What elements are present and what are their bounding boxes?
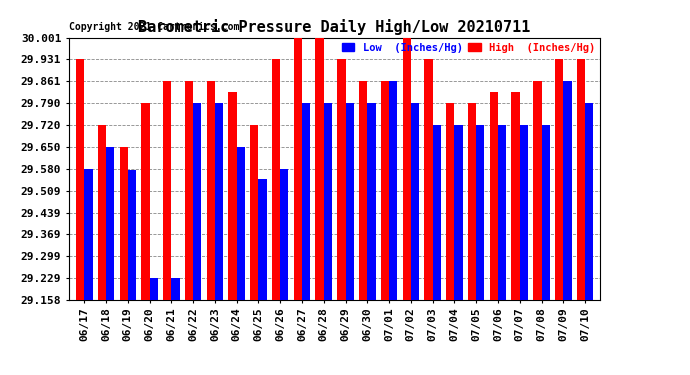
Legend: Low  (Inches/Hg), High  (Inches/Hg): Low (Inches/Hg), High (Inches/Hg): [342, 43, 595, 53]
Bar: [555, 59, 563, 300]
Bar: [381, 81, 389, 300]
Bar: [106, 147, 115, 300]
Bar: [315, 38, 324, 300]
Bar: [228, 92, 237, 300]
Bar: [498, 125, 506, 300]
Bar: [563, 81, 571, 300]
Bar: [141, 103, 150, 300]
Bar: [542, 125, 550, 300]
Bar: [520, 125, 528, 300]
Bar: [302, 103, 311, 300]
Bar: [346, 103, 354, 300]
Bar: [476, 125, 484, 300]
Bar: [150, 278, 158, 300]
Bar: [490, 92, 498, 300]
Bar: [250, 125, 259, 300]
Bar: [84, 169, 92, 300]
Bar: [389, 81, 397, 300]
Bar: [533, 81, 542, 300]
Bar: [98, 125, 106, 300]
Bar: [119, 147, 128, 300]
Bar: [128, 170, 136, 300]
Bar: [468, 103, 476, 300]
Bar: [367, 103, 375, 300]
Bar: [294, 38, 302, 300]
Text: Copyright 2021 Cartronics.com: Copyright 2021 Cartronics.com: [69, 22, 239, 32]
Bar: [402, 38, 411, 300]
Bar: [259, 180, 267, 300]
Bar: [577, 59, 585, 300]
Bar: [585, 103, 593, 300]
Bar: [455, 125, 463, 300]
Bar: [272, 59, 280, 300]
Bar: [193, 103, 201, 300]
Bar: [206, 81, 215, 300]
Title: Barometric Pressure Daily High/Low 20210711: Barometric Pressure Daily High/Low 20210…: [139, 19, 531, 35]
Bar: [237, 147, 245, 300]
Bar: [280, 169, 288, 300]
Bar: [411, 103, 419, 300]
Bar: [215, 103, 223, 300]
Bar: [171, 278, 179, 300]
Bar: [163, 81, 171, 300]
Bar: [337, 59, 346, 300]
Bar: [433, 125, 441, 300]
Bar: [324, 103, 332, 300]
Bar: [424, 59, 433, 300]
Bar: [359, 81, 367, 300]
Bar: [511, 92, 520, 300]
Bar: [76, 59, 84, 300]
Bar: [185, 81, 193, 300]
Bar: [446, 103, 455, 300]
